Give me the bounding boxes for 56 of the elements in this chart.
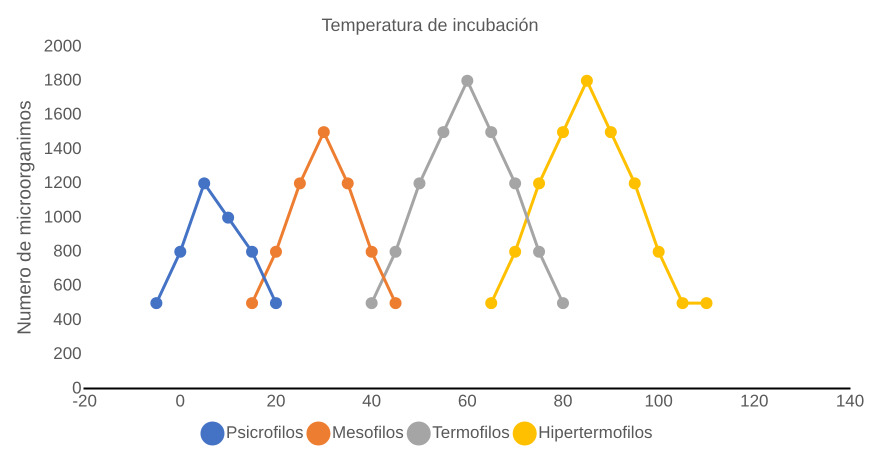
point bbox=[652, 246, 665, 258]
point bbox=[556, 297, 569, 310]
point bbox=[270, 246, 282, 258]
point bbox=[270, 297, 282, 310]
point bbox=[390, 246, 402, 258]
x-tick-label: 80 bbox=[554, 391, 572, 410]
legend-label: Termofilos bbox=[432, 423, 510, 442]
point bbox=[556, 126, 569, 138]
point bbox=[461, 74, 474, 87]
point bbox=[533, 246, 546, 258]
point bbox=[485, 297, 498, 310]
y-tick-label: 600 bbox=[53, 276, 82, 295]
point bbox=[509, 177, 522, 190]
y-tick-label: 800 bbox=[53, 241, 82, 260]
y-tick-label: 2000 bbox=[44, 36, 82, 56]
point bbox=[533, 177, 546, 190]
y-axis-title: Numero de microorganimos bbox=[14, 100, 36, 335]
point bbox=[246, 246, 258, 258]
point bbox=[366, 297, 378, 310]
x-tick-label: 0 bbox=[176, 391, 186, 410]
x-tick-label: 100 bbox=[644, 391, 673, 410]
point bbox=[150, 297, 162, 310]
y-tick-label: 1600 bbox=[44, 104, 82, 124]
y-tick-label: 1000 bbox=[44, 207, 82, 226]
point bbox=[509, 246, 522, 258]
y-tick-label: 200 bbox=[53, 344, 82, 364]
legend-label: Hipertermofilos bbox=[538, 423, 653, 442]
legend-label: Psicrofilos bbox=[226, 423, 304, 442]
y-tick-label: 1800 bbox=[44, 70, 82, 90]
point bbox=[676, 297, 689, 310]
y-tick-label: 400 bbox=[53, 310, 82, 329]
x-tick-label: 20 bbox=[266, 391, 286, 410]
point bbox=[222, 212, 234, 224]
y-tick-label: 1400 bbox=[44, 138, 82, 158]
point bbox=[700, 297, 712, 310]
x-tick-label: 60 bbox=[458, 391, 477, 410]
x-tick-label: 40 bbox=[362, 391, 382, 410]
point bbox=[294, 177, 306, 190]
point bbox=[342, 177, 354, 190]
chart-title: Temperatura de incubación bbox=[321, 14, 539, 35]
point bbox=[390, 297, 402, 310]
point bbox=[246, 297, 258, 310]
point bbox=[318, 126, 330, 138]
point bbox=[437, 126, 450, 138]
x-tick-label: 140 bbox=[836, 391, 864, 410]
point bbox=[198, 177, 210, 190]
x-tick-label: 120 bbox=[740, 391, 769, 410]
point bbox=[413, 177, 426, 190]
point bbox=[174, 246, 186, 258]
point bbox=[485, 126, 498, 138]
point bbox=[604, 126, 617, 138]
y-tick-label: 1200 bbox=[44, 173, 82, 192]
point bbox=[366, 246, 378, 258]
legend-label: Mesofilos bbox=[332, 423, 404, 442]
point bbox=[628, 177, 641, 190]
point bbox=[580, 74, 593, 87]
